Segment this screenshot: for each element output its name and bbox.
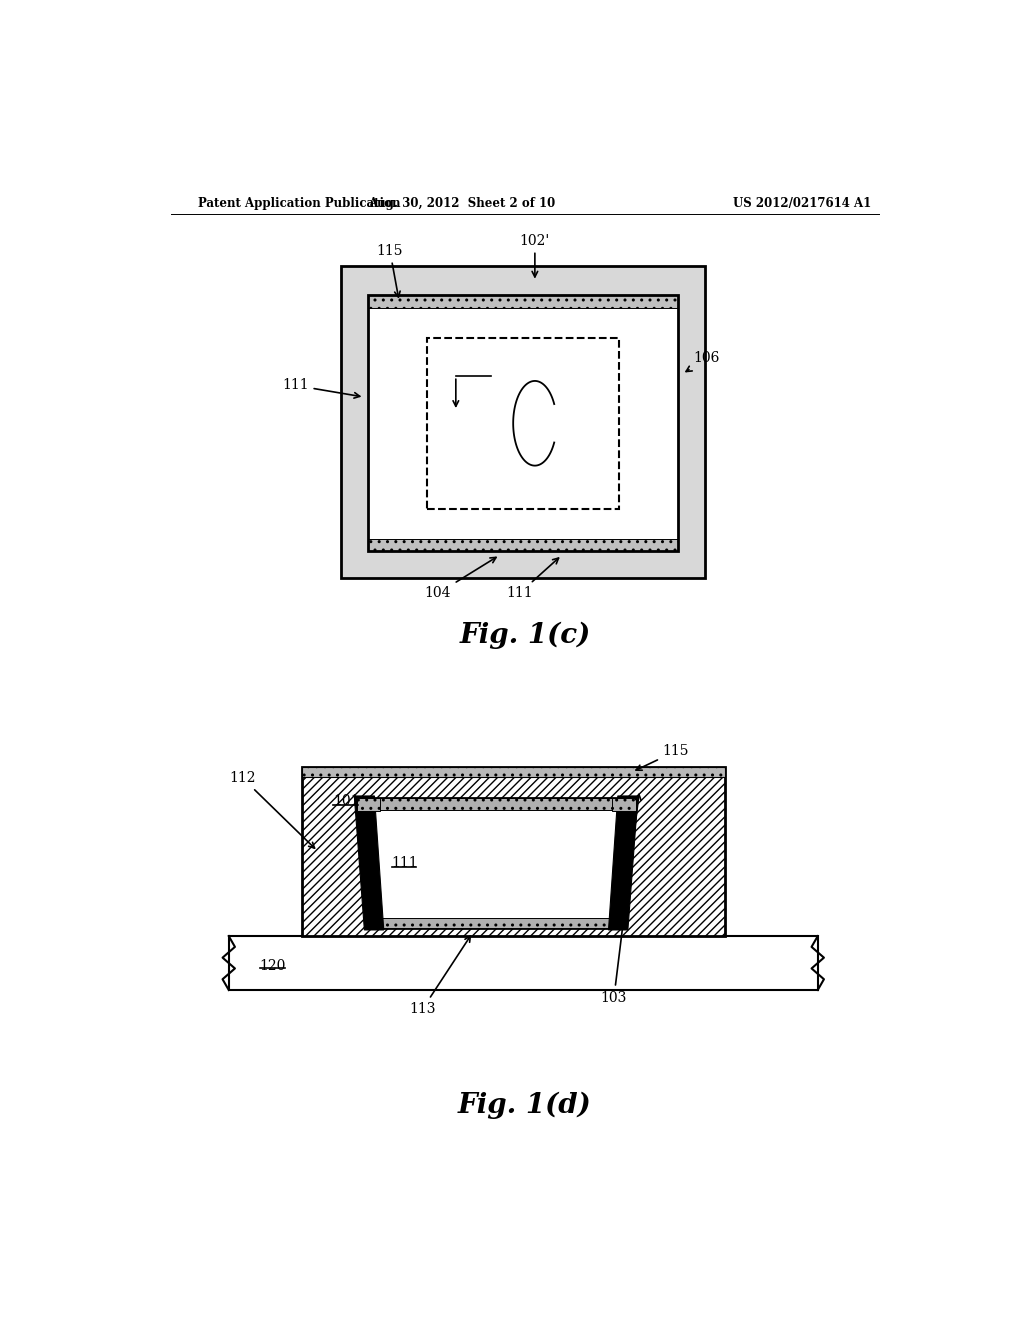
- Bar: [302, 767, 725, 777]
- Text: US 2012/0217614 A1: US 2012/0217614 A1: [733, 197, 871, 210]
- Bar: [369, 520, 678, 552]
- Text: 106: 106: [686, 351, 720, 371]
- Text: Fig. 1(c): Fig. 1(c): [459, 622, 591, 649]
- Bar: [369, 797, 624, 810]
- Text: 112: 112: [229, 771, 314, 849]
- Bar: [633, 326, 678, 520]
- Bar: [369, 296, 678, 552]
- Text: Fig. 1(d): Fig. 1(d): [458, 1092, 592, 1119]
- Bar: [365, 919, 394, 936]
- Text: 111: 111: [391, 855, 418, 870]
- Bar: [666, 919, 695, 936]
- Bar: [228, 936, 818, 990]
- Text: Patent Application Publication: Patent Application Publication: [198, 197, 400, 210]
- Text: 101: 101: [334, 795, 359, 808]
- Bar: [369, 296, 678, 326]
- Text: 102': 102': [520, 234, 550, 277]
- Polygon shape: [354, 796, 384, 929]
- Text: 115: 115: [377, 244, 403, 297]
- Bar: [369, 917, 624, 928]
- Bar: [427, 338, 620, 508]
- Bar: [369, 296, 678, 308]
- Bar: [414, 326, 633, 520]
- Bar: [612, 797, 636, 812]
- Polygon shape: [608, 796, 638, 929]
- Text: 111: 111: [282, 379, 359, 399]
- Text: Aug. 30, 2012  Sheet 2 of 10: Aug. 30, 2012 Sheet 2 of 10: [368, 197, 555, 210]
- Text: 115: 115: [636, 744, 689, 771]
- Text: 111: 111: [506, 558, 558, 601]
- Bar: [369, 539, 678, 552]
- Bar: [369, 296, 678, 552]
- Bar: [302, 767, 725, 936]
- Bar: [356, 797, 380, 812]
- Bar: [621, 919, 650, 936]
- Bar: [341, 267, 706, 578]
- Text: 103: 103: [601, 795, 641, 1005]
- Bar: [302, 767, 725, 936]
- Bar: [322, 919, 351, 936]
- Bar: [369, 797, 624, 928]
- Text: 104: 104: [425, 557, 496, 601]
- Text: 120: 120: [260, 958, 286, 973]
- Bar: [369, 326, 414, 520]
- Text: 113: 113: [410, 936, 470, 1016]
